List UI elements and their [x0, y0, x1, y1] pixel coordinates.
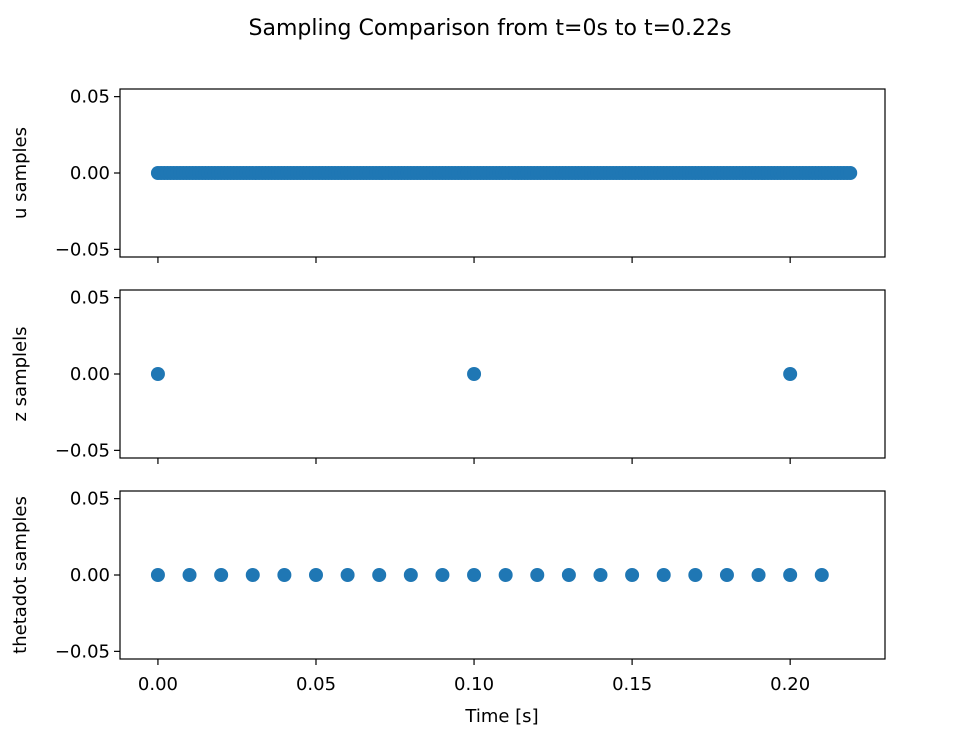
data-point	[245, 568, 260, 582]
x-tick-label: 0.10	[454, 674, 494, 695]
y-axis-label-3: thetadot samples	[10, 496, 31, 654]
x-tick-label: 0.05	[296, 674, 336, 695]
data-point	[340, 568, 355, 582]
subplot-1: u samples 0.05 0.00 −0.05	[10, 87, 886, 263]
data-point	[843, 166, 858, 180]
data-point	[625, 568, 640, 582]
data-point	[182, 568, 197, 582]
data-point	[783, 367, 798, 381]
data-point	[783, 568, 798, 582]
axes-frame-1	[119, 88, 886, 258]
x-tick-label: 0.15	[612, 674, 652, 695]
axes-frame-3	[119, 490, 886, 660]
data-point	[372, 568, 387, 582]
x-tick-label: 0.20	[770, 674, 810, 695]
y-tick-label: 0.00	[70, 163, 110, 184]
y-tick-label: 0.00	[70, 364, 110, 385]
subplot-2: z samplels 0.05 0.00 −0.05	[10, 288, 886, 464]
data-point	[751, 568, 766, 582]
data-point	[150, 367, 165, 381]
data-point	[150, 568, 165, 582]
subplot-3: thetadot samples 0.05 0.00 −0.05 0.00 0.05 0.1…	[10, 489, 886, 695]
y-tick-label: 0.05	[70, 489, 110, 510]
subplots: u samples 0.05 0.00 −0.05 z samplels 0.05 0.00…	[10, 87, 886, 695]
y-tick-label: −0.05	[55, 239, 110, 260]
data-point	[467, 568, 482, 582]
series-points-2	[150, 367, 798, 381]
data-point	[814, 568, 829, 582]
y-tick-label: 0.05	[70, 87, 110, 108]
y-tick-label: 0.05	[70, 288, 110, 309]
series-points-3	[150, 568, 829, 582]
data-point	[688, 568, 703, 582]
axes-frame-2	[119, 289, 886, 459]
data-point	[593, 568, 608, 582]
data-point	[719, 568, 734, 582]
data-point	[403, 568, 418, 582]
x-axis-label: Time [s]	[464, 706, 538, 727]
data-point	[656, 568, 671, 582]
data-point	[530, 568, 545, 582]
data-point	[467, 367, 482, 381]
data-point	[214, 568, 229, 582]
y-axis-label-1: u samples	[10, 127, 31, 219]
data-point	[277, 568, 292, 582]
data-point	[498, 568, 513, 582]
data-point	[308, 568, 323, 582]
y-tick-label: −0.05	[55, 641, 110, 662]
series-points-1	[150, 166, 858, 180]
figure-title: Sampling Comparison from t=0s to t=0.22s	[249, 16, 732, 41]
y-axis-label-2: z samplels	[10, 327, 31, 422]
y-tick-label: 0.00	[70, 565, 110, 586]
data-point	[561, 568, 576, 582]
data-point	[435, 568, 450, 582]
y-tick-label: −0.05	[55, 440, 110, 461]
x-tick-label: 0.00	[138, 674, 178, 695]
